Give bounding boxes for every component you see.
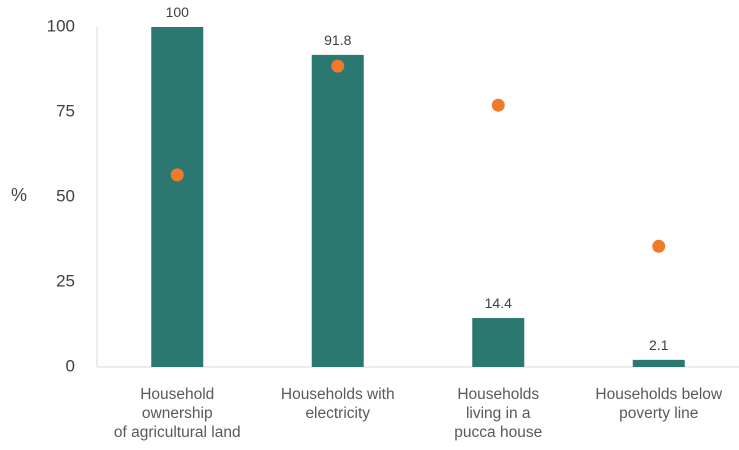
dot-point [652,239,666,253]
category-label: poverty line [619,405,698,422]
category-label: Household [140,386,214,403]
bar-series [151,27,685,367]
data-labels: 100 91.8 14.4 2.1 [166,4,669,353]
bar-data-label: 100 [166,4,190,20]
y-tick-label: 50 [56,186,75,205]
dot-point [331,59,345,73]
bar [472,318,525,367]
bar-data-label: 14.4 [485,295,512,311]
category-label: pucca house [454,424,542,441]
category-label: Households [457,386,539,403]
category-label: ownership [142,405,213,422]
bar [311,54,364,367]
category-label: Households with [281,386,395,403]
y-axis-label: % [11,185,27,205]
y-tick-label: 75 [56,101,75,120]
dot-point [491,98,505,112]
dot-point [170,168,184,182]
y-tick-label: 25 [56,271,75,290]
category-label: Households below [595,386,722,403]
y-ticks: 0 25 50 75 100 [47,16,75,375]
bar [151,27,204,367]
bar-data-label: 2.1 [649,337,669,353]
category-label: living in a [466,405,531,422]
bar-data-label: 91.8 [324,32,351,48]
category-label: electricity [305,405,370,422]
bar [632,359,685,367]
y-axis: % 0 25 50 75 100 [11,16,98,375]
dot-series [170,59,666,253]
category-label: of agricultural land [114,424,241,441]
x-categories: Household ownership of agricultural land Ho… [114,386,723,441]
y-tick-label: 0 [66,356,75,375]
y-tick-label: 100 [47,16,75,35]
